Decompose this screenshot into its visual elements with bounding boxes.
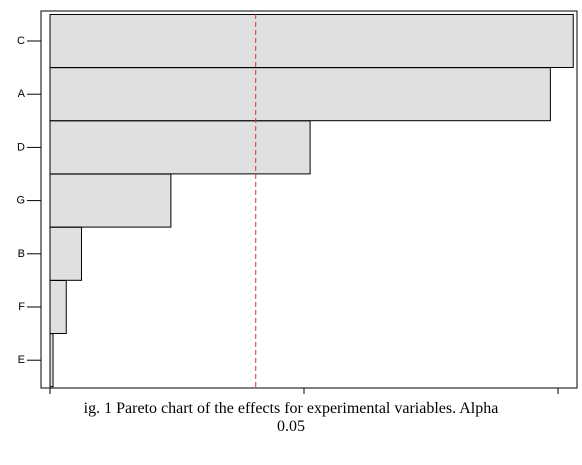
category-label-A: A (18, 88, 26, 100)
bar-C (49, 14, 574, 68)
bar-F (49, 280, 67, 334)
pareto-chart: C A D G B F E 0.0 0.5 1.0 (16, 10, 578, 400)
category-label-G: G (16, 195, 25, 207)
category-label-B: B (18, 248, 25, 260)
x-tick-label-0: 0.0 (42, 399, 57, 400)
bar-A (49, 67, 551, 122)
bar-B (49, 226, 82, 281)
figure-caption: ig. 1 Pareto chart of the effects for ex… (0, 400, 582, 436)
plot-frame (40, 10, 578, 389)
category-labels-group: C A D G B F E (16, 35, 41, 366)
x-tick-label-2: 1.0 (550, 399, 565, 400)
bar-G (49, 173, 172, 228)
category-label-C: C (17, 35, 25, 47)
bars-group (49, 14, 574, 388)
category-label-E: E (18, 354, 25, 366)
caption-line-2: 0.05 (277, 418, 305, 435)
x-axis: 0.0 0.5 1.0 (42, 388, 566, 400)
bar-D (49, 120, 311, 175)
x-tick-label-1: 0.5 (296, 399, 311, 400)
category-label-D: D (17, 141, 25, 153)
category-label-F: F (18, 301, 25, 313)
bar-E (49, 333, 54, 388)
caption-line-1: ig. 1 Pareto chart of the effects for ex… (83, 400, 499, 417)
